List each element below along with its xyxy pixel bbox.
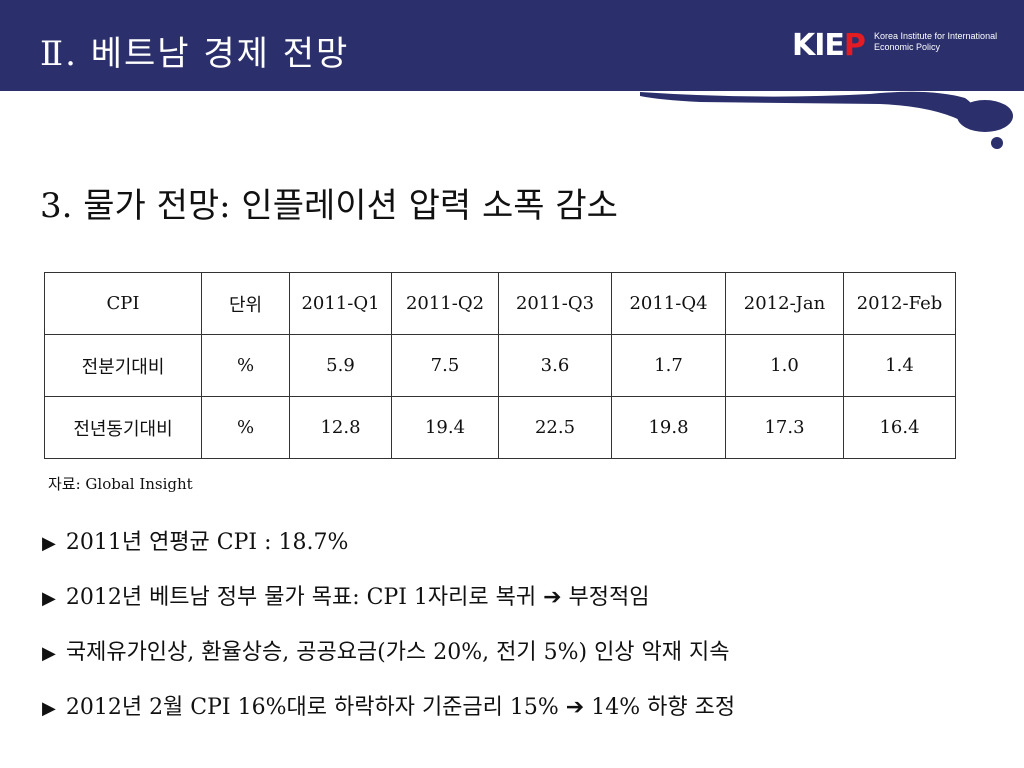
cpi-table: CPI 단위 2011-Q1 2011-Q2 2011-Q3 2011-Q4 2… [44,272,956,459]
header-bar: Ⅱ. 베트남 경제 전망 KIEP Korea Institute for In… [0,0,1024,91]
value-cell: 12.8 [289,396,392,459]
value-cell: 7.5 [391,334,499,397]
row-label: 전분기대비 [44,334,202,397]
row-label: 전년동기대비 [44,396,202,459]
list-item: ▶ 2012년 2월 CPI 16%대로 하락하자 기준금리 15% ➔ 14% … [42,693,735,748]
header-cell: 2011-Q3 [498,272,612,335]
header-cell: 2011-Q2 [391,272,499,335]
header-cell: 2012-Feb [843,272,956,335]
header-cell: 단위 [201,272,290,335]
unit-cell: % [201,396,290,459]
value-cell: 19.4 [391,396,499,459]
page-title: Ⅱ. 베트남 경제 전망 [40,34,350,74]
header-cell: 2012-Jan [725,272,844,335]
triangle-right-icon: ▶ [42,643,56,664]
ink-splash-decoration [640,91,1013,149]
value-cell: 22.5 [498,396,612,459]
source-note: 자료: Global Insight [48,475,193,493]
table-row: 전분기대비 % 5.9 7.5 3.6 1.7 1.0 1.4 [44,334,956,397]
table-header-row: CPI 단위 2011-Q1 2011-Q2 2011-Q3 2011-Q4 2… [44,272,956,335]
table-row: 전년동기대비 % 12.8 19.4 22.5 19.8 17.3 16.4 [44,396,956,459]
bullet-text: 국제유가인상, 환율상승, 공공요금(가스 20%, 전기 5%) 인상 악재 … [65,640,730,665]
logo-text: Korea Institute for International Econom… [874,31,998,52]
section-title: 3. 물가 전망: 인플레이션 압력 소폭 감소 [40,186,618,226]
bullet-text: 2011년 연평균 CPI : 18.7% [65,530,349,555]
value-cell: 5.9 [289,334,392,397]
header-cell: CPI [44,272,202,335]
logo-mark: KIEP [792,28,866,63]
value-cell: 1.0 [725,334,844,397]
triangle-right-icon: ▶ [42,588,56,609]
value-cell: 1.4 [843,334,956,397]
header-cell: 2011-Q1 [289,272,392,335]
value-cell: 3.6 [498,334,612,397]
bullet-text: 2012년 2월 CPI 16%대로 하락하자 기준금리 15% ➔ 14% 하… [65,695,736,720]
bullet-list: ▶ 2011년 연평균 CPI : 18.7% ▶ 2012년 베트남 정부 물가 … [42,528,735,748]
header-cell: 2011-Q4 [611,272,726,335]
list-item: ▶ 국제유가인상, 환율상승, 공공요금(가스 20%, 전기 5%) 인상 악재… [42,638,735,693]
bullet-text: 2012년 베트남 정부 물가 목표: CPI 1자리로 복귀 ➔ 부정적임 [65,585,650,610]
value-cell: 1.7 [611,334,726,397]
list-item: ▶ 2012년 베트남 정부 물가 목표: CPI 1자리로 복귀 ➔ 부정적임 [42,583,735,638]
unit-cell: % [201,334,290,397]
value-cell: 17.3 [725,396,844,459]
list-item: ▶ 2011년 연평균 CPI : 18.7% [42,528,735,583]
value-cell: 16.4 [843,396,956,459]
value-cell: 19.8 [611,396,726,459]
triangle-right-icon: ▶ [42,698,56,719]
triangle-right-icon: ▶ [42,533,56,554]
